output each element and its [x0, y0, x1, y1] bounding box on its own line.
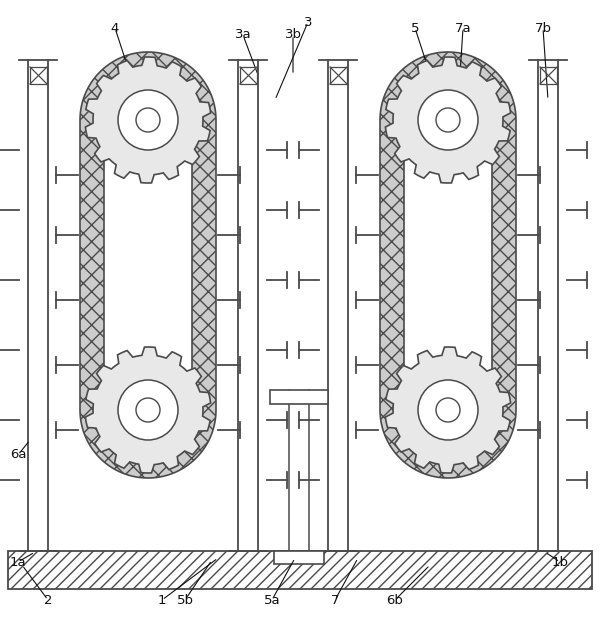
Circle shape	[418, 90, 478, 150]
Text: 7a: 7a	[455, 22, 472, 35]
Text: 6b: 6b	[386, 594, 403, 607]
Circle shape	[118, 90, 178, 150]
Text: 3b: 3b	[284, 29, 302, 42]
Text: 7b: 7b	[535, 22, 551, 35]
Circle shape	[418, 380, 478, 440]
Bar	[8, 551, 592, 589]
Polygon shape	[385, 347, 511, 473]
Text: 3: 3	[304, 16, 312, 29]
Text: 1b: 1b	[551, 556, 569, 568]
Circle shape	[436, 108, 460, 132]
Text: 2: 2	[44, 594, 52, 607]
Circle shape	[136, 398, 160, 422]
Polygon shape	[85, 347, 211, 473]
Polygon shape	[385, 57, 511, 183]
Text: 5a: 5a	[263, 594, 280, 607]
Text: 6a: 6a	[10, 448, 26, 461]
Text: 1: 1	[158, 594, 166, 607]
Circle shape	[118, 380, 178, 440]
Polygon shape	[85, 57, 211, 183]
Text: 5: 5	[411, 22, 419, 35]
Text: 4: 4	[111, 22, 119, 35]
Polygon shape	[380, 52, 516, 478]
Text: 1a: 1a	[10, 556, 26, 568]
Circle shape	[136, 108, 160, 132]
Text: 5b: 5b	[176, 594, 193, 607]
Circle shape	[436, 398, 460, 422]
Polygon shape	[404, 76, 492, 454]
Bar	[270, 390, 328, 404]
Polygon shape	[104, 76, 192, 454]
Text: 3a: 3a	[235, 29, 251, 42]
Polygon shape	[80, 52, 216, 478]
Bar	[274, 551, 324, 564]
Text: 7: 7	[331, 594, 339, 607]
